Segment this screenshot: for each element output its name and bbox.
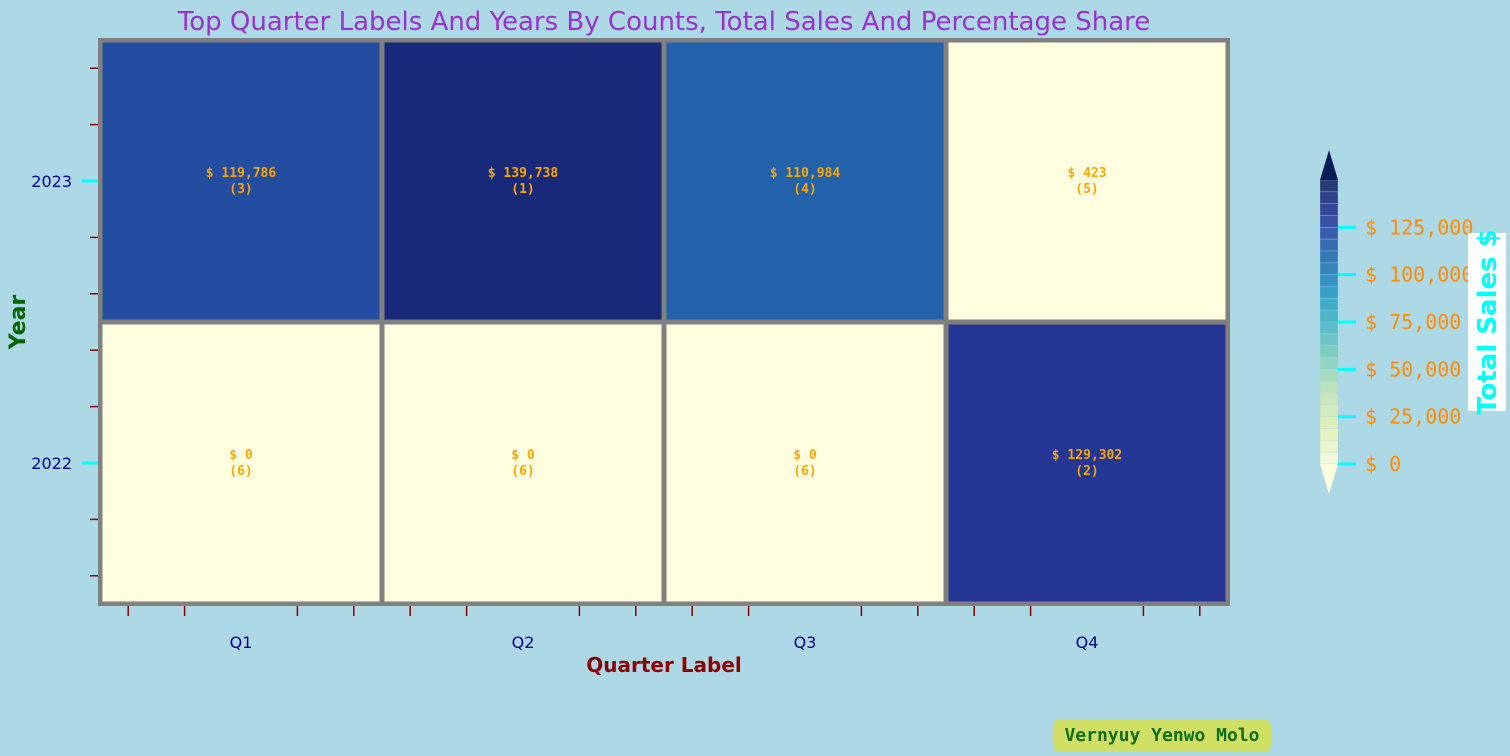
- cell-rank-label: (1): [511, 182, 534, 197]
- cell-value-label: $ 110,984: [770, 166, 841, 181]
- colorbar-tick-label: $ 25,000: [1365, 405, 1461, 429]
- heatmap-cell: [948, 324, 1226, 602]
- y-tick-label: 2022: [31, 454, 72, 473]
- colorbar-tick-label: $ 75,000: [1365, 310, 1461, 334]
- cell-value-label: $ 0: [793, 448, 817, 463]
- cell-value-label: $ 423: [1067, 166, 1106, 181]
- colorbar-min-arrow: [1320, 464, 1338, 494]
- author-watermark: Vernyuy Yenwo Molo: [1053, 720, 1271, 752]
- colorbar-label: Total Sales $: [1473, 229, 1503, 415]
- colorbar-segment: [1319, 238, 1339, 252]
- cell-rank-label: (6): [793, 464, 816, 479]
- colorbar-segment: [1319, 215, 1339, 228]
- cell-rank-label: (2): [1075, 464, 1098, 479]
- colorbar-segment: [1319, 440, 1339, 453]
- colorbar-tick-label: $ 0: [1365, 452, 1401, 476]
- chart-title: Top Quarter Labels And Years By Counts, …: [177, 7, 1151, 37]
- colorbar-segment: [1319, 380, 1339, 394]
- cell-value-label: $ 139,738: [488, 166, 559, 181]
- axis-ticks: Q1 Q2 Q3 Q4 2023 2022: [31, 67, 1201, 652]
- cell-value-label: $ 0: [511, 448, 535, 463]
- colorbar-segment: [1319, 345, 1339, 358]
- colorbar-segment: [1319, 179, 1339, 193]
- cell-rank-label: (6): [229, 464, 252, 479]
- x-tick-label: Q1: [230, 633, 253, 652]
- x-tick-label: Q4: [1076, 633, 1099, 652]
- x-tick-label: Q2: [512, 633, 535, 652]
- cell-value-label: $ 129,302: [1052, 448, 1122, 463]
- y-tick-label: 2023: [31, 172, 72, 191]
- colorbar-segment: [1319, 203, 1339, 216]
- cell-rank-label: (4): [793, 182, 816, 197]
- heatmap-cell: [102, 42, 380, 320]
- colorbar-segment: [1319, 262, 1339, 275]
- colorbar-segment: [1319, 416, 1339, 429]
- colorbar-segment: [1319, 392, 1339, 406]
- y-axis-label: Year: [6, 295, 31, 351]
- colorbar-segment: [1319, 321, 1339, 335]
- colorbar-segment: [1319, 357, 1339, 370]
- colorbar-segment: [1319, 227, 1339, 240]
- heatmap-cell: [666, 42, 944, 320]
- colorbar-segment: [1319, 369, 1339, 382]
- colorbar-segment: [1319, 274, 1339, 287]
- colorbar-segment: [1319, 428, 1339, 441]
- colorbar-segment: [1319, 298, 1339, 311]
- colorbar-segment: [1319, 333, 1339, 346]
- cell-rank-label: (5): [1075, 182, 1098, 197]
- heatmap-cells: $ 119,786(3) $ 139,738(1) $ 110,984(4) $ 42…: [98, 38, 1230, 606]
- heatmap-cell: [666, 324, 944, 602]
- heatmap-cell: [384, 42, 662, 320]
- colorbar-max-arrow: [1320, 150, 1338, 180]
- colorbar: $ 0 $ 25,000 $ 50,000 $ 75,000 $ 100,000 $ 12…: [1319, 150, 1506, 494]
- colorbar-segment: [1319, 451, 1339, 465]
- cell-value-label: $ 0: [229, 448, 253, 463]
- cell-rank-label: (6): [511, 464, 534, 479]
- x-axis-label: Quarter Label: [586, 653, 742, 677]
- colorbar-tick-label: $ 125,000: [1365, 215, 1473, 239]
- heatmap-cell: [948, 42, 1226, 320]
- colorbar-segment: [1319, 191, 1339, 204]
- heatmap-cell: [384, 324, 662, 602]
- cell-value-label: $ 119,786: [206, 166, 277, 181]
- colorbar-segment: [1319, 286, 1339, 299]
- colorbar-label-box: [1468, 233, 1506, 411]
- colorbar-segment: [1319, 250, 1339, 264]
- colorbar-segment: [1319, 309, 1339, 323]
- colorbar-segment: [1319, 404, 1339, 417]
- heatmap-cell: [102, 324, 380, 602]
- colorbar-tick-label: $ 50,000: [1365, 357, 1461, 381]
- x-tick-label: Q3: [794, 633, 817, 652]
- cell-rank-label: (3): [229, 182, 252, 197]
- colorbar-tick-label: $ 100,000: [1365, 263, 1473, 287]
